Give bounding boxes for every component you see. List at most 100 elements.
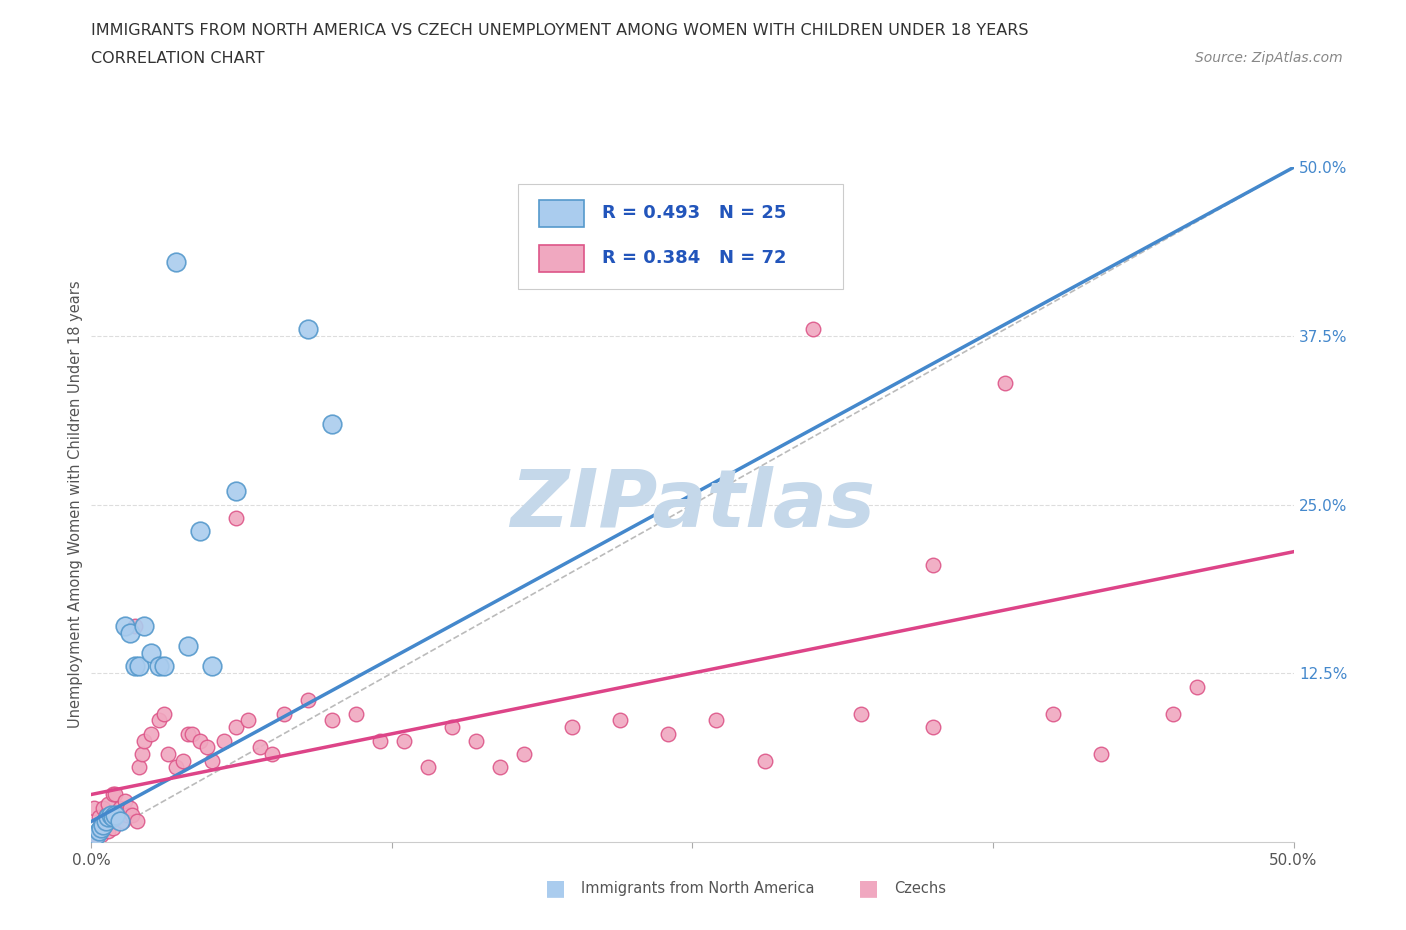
Point bbox=[236, 713, 259, 728]
Point bbox=[118, 625, 141, 640]
Point bbox=[561, 720, 583, 735]
Point bbox=[111, 814, 134, 829]
Point bbox=[97, 796, 120, 811]
Point bbox=[101, 821, 124, 836]
Point bbox=[260, 747, 283, 762]
Point bbox=[922, 720, 945, 735]
Point bbox=[121, 807, 143, 822]
Point bbox=[801, 322, 824, 337]
Point bbox=[114, 794, 136, 809]
Point bbox=[93, 814, 115, 829]
Point bbox=[84, 828, 107, 843]
Point bbox=[1187, 679, 1209, 694]
Point bbox=[176, 726, 198, 741]
Y-axis label: Unemployment Among Women with Children Under 18 years: Unemployment Among Women with Children U… bbox=[67, 281, 83, 728]
Point bbox=[489, 760, 512, 775]
Point bbox=[754, 753, 776, 768]
Point bbox=[1161, 706, 1184, 721]
Point bbox=[297, 322, 319, 337]
Point bbox=[1042, 706, 1064, 721]
Point bbox=[94, 818, 117, 833]
Point bbox=[188, 733, 211, 748]
Text: ■: ■ bbox=[546, 878, 565, 898]
Point bbox=[609, 713, 631, 728]
Point bbox=[134, 733, 156, 748]
Point bbox=[849, 706, 872, 721]
Text: ZIPatlas: ZIPatlas bbox=[510, 466, 875, 543]
Point bbox=[87, 810, 110, 825]
Text: CORRELATION CHART: CORRELATION CHART bbox=[91, 51, 264, 66]
Point bbox=[416, 760, 439, 775]
Point bbox=[165, 255, 187, 270]
Point bbox=[706, 713, 728, 728]
Point bbox=[87, 823, 110, 838]
Point bbox=[90, 821, 112, 836]
Point bbox=[188, 525, 211, 539]
Point bbox=[249, 740, 271, 755]
Point bbox=[90, 821, 112, 836]
Point bbox=[97, 823, 120, 838]
Point bbox=[148, 713, 170, 728]
Point bbox=[93, 801, 115, 816]
Point bbox=[104, 787, 127, 802]
Text: ■: ■ bbox=[859, 878, 879, 898]
Point bbox=[225, 511, 247, 525]
Point bbox=[90, 828, 112, 843]
Point bbox=[165, 760, 187, 775]
Point bbox=[107, 807, 129, 822]
Point bbox=[321, 417, 343, 432]
Point bbox=[225, 484, 247, 498]
FancyBboxPatch shape bbox=[519, 184, 842, 289]
Point bbox=[201, 753, 224, 768]
Point bbox=[994, 376, 1017, 391]
Point bbox=[124, 659, 146, 674]
Point bbox=[176, 639, 198, 654]
Point bbox=[128, 760, 150, 775]
Point bbox=[124, 618, 146, 633]
Point bbox=[657, 726, 679, 741]
Point bbox=[104, 807, 127, 822]
Point bbox=[100, 807, 122, 822]
Point bbox=[104, 807, 127, 822]
Point bbox=[128, 659, 150, 674]
Text: Source: ZipAtlas.com: Source: ZipAtlas.com bbox=[1195, 51, 1343, 65]
Point bbox=[392, 733, 415, 748]
Point bbox=[152, 706, 174, 721]
Point bbox=[125, 814, 148, 829]
Text: Immigrants from North America: Immigrants from North America bbox=[581, 881, 814, 896]
Point bbox=[368, 733, 391, 748]
Point bbox=[513, 747, 536, 762]
Point bbox=[157, 747, 180, 762]
Point bbox=[212, 733, 235, 748]
Bar bbox=[538, 245, 585, 272]
Point bbox=[344, 706, 367, 721]
Point bbox=[440, 720, 463, 735]
Point bbox=[922, 558, 945, 573]
Point bbox=[297, 693, 319, 708]
Point bbox=[100, 807, 122, 822]
Point bbox=[100, 814, 122, 829]
Point bbox=[134, 618, 156, 633]
Point bbox=[148, 659, 170, 674]
Point bbox=[94, 807, 117, 822]
Point bbox=[110, 814, 132, 829]
Point bbox=[114, 618, 136, 633]
Point bbox=[83, 801, 105, 816]
Point bbox=[110, 801, 132, 816]
Point bbox=[118, 801, 141, 816]
Point bbox=[1090, 747, 1112, 762]
Point bbox=[141, 726, 163, 741]
Point bbox=[101, 810, 124, 825]
Point bbox=[101, 787, 124, 802]
Bar bbox=[538, 200, 585, 227]
Point bbox=[172, 753, 194, 768]
Text: R = 0.493   N = 25: R = 0.493 N = 25 bbox=[602, 205, 787, 222]
Point bbox=[84, 828, 107, 843]
Text: Czechs: Czechs bbox=[894, 881, 946, 896]
Point bbox=[97, 810, 120, 825]
Text: R = 0.384   N = 72: R = 0.384 N = 72 bbox=[602, 249, 787, 268]
Point bbox=[201, 659, 224, 674]
Point bbox=[94, 814, 117, 829]
Text: IMMIGRANTS FROM NORTH AMERICA VS CZECH UNEMPLOYMENT AMONG WOMEN WITH CHILDREN UN: IMMIGRANTS FROM NORTH AMERICA VS CZECH U… bbox=[91, 23, 1029, 38]
Point bbox=[93, 818, 115, 833]
